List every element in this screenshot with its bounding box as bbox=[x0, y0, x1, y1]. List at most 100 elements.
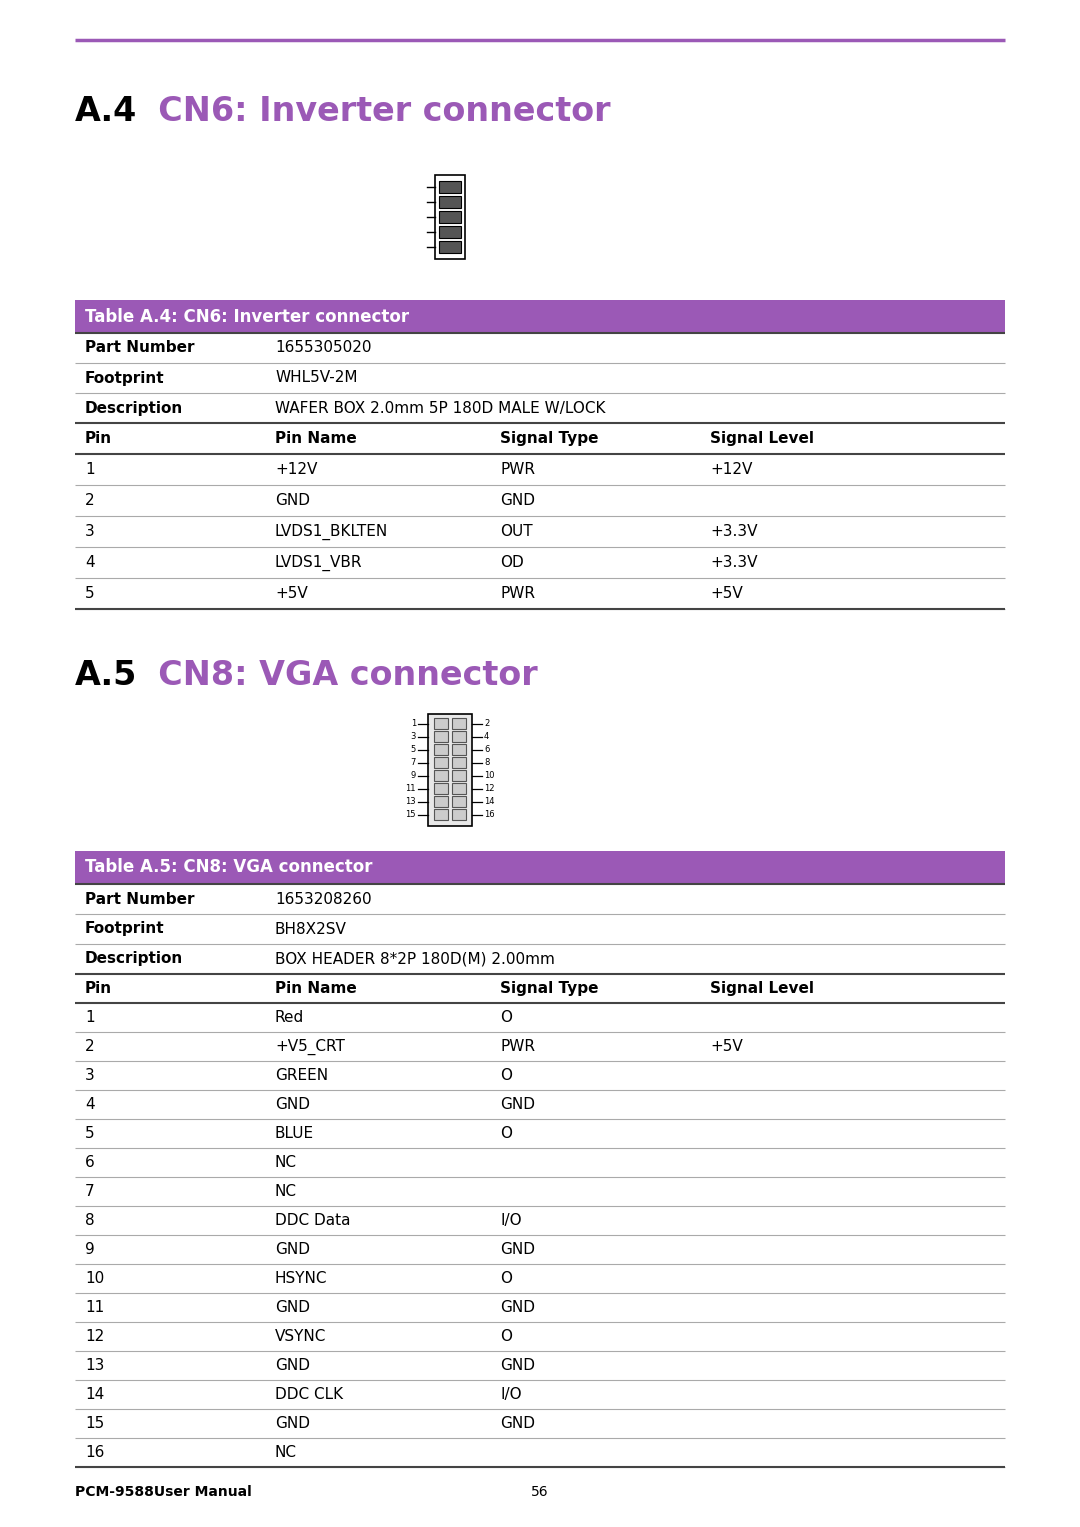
Text: 8: 8 bbox=[85, 1212, 95, 1228]
Text: 7: 7 bbox=[85, 1183, 95, 1199]
Text: BLUE: BLUE bbox=[275, 1125, 314, 1141]
Text: 56: 56 bbox=[531, 1484, 549, 1500]
Text: 11: 11 bbox=[405, 783, 416, 793]
Text: NC: NC bbox=[275, 1183, 297, 1199]
Text: Signal Type: Signal Type bbox=[500, 980, 598, 996]
Bar bbox=[434, 783, 448, 794]
Bar bbox=[453, 770, 465, 780]
Bar bbox=[428, 715, 472, 826]
Bar bbox=[434, 796, 448, 806]
Text: 10: 10 bbox=[85, 1270, 105, 1286]
Bar bbox=[453, 783, 465, 794]
Text: O: O bbox=[500, 1067, 512, 1083]
Text: 1653208260: 1653208260 bbox=[275, 892, 372, 907]
Text: GREEN: GREEN bbox=[275, 1067, 328, 1083]
Text: 9: 9 bbox=[85, 1241, 95, 1257]
Bar bbox=[75, 851, 1005, 884]
Text: Part Number: Part Number bbox=[85, 341, 194, 356]
Text: +12V: +12V bbox=[275, 463, 318, 476]
Text: CN6: Inverter connector: CN6: Inverter connector bbox=[135, 95, 610, 128]
Text: NC: NC bbox=[275, 1445, 297, 1460]
Text: 8: 8 bbox=[484, 757, 489, 767]
Text: 6: 6 bbox=[484, 745, 489, 754]
Text: A.5: A.5 bbox=[75, 660, 137, 692]
Text: LVDS1_BKLTEN: LVDS1_BKLTEN bbox=[275, 524, 388, 539]
Text: LVDS1_VBR: LVDS1_VBR bbox=[275, 554, 363, 571]
Text: Pin Name: Pin Name bbox=[275, 431, 356, 446]
Bar bbox=[453, 718, 465, 728]
Text: 12: 12 bbox=[85, 1328, 105, 1344]
Text: GND: GND bbox=[500, 1241, 535, 1257]
Text: 16: 16 bbox=[484, 809, 495, 818]
Text: BOX HEADER 8*2P 180D(M) 2.00mm: BOX HEADER 8*2P 180D(M) 2.00mm bbox=[275, 951, 555, 967]
Text: DDC CLK: DDC CLK bbox=[275, 1387, 343, 1402]
Bar bbox=[434, 718, 448, 728]
Text: 5: 5 bbox=[85, 1125, 95, 1141]
Text: +V5_CRT: +V5_CRT bbox=[275, 1038, 345, 1055]
Text: Signal Level: Signal Level bbox=[710, 431, 814, 446]
Bar bbox=[434, 744, 448, 754]
Text: 6: 6 bbox=[85, 1154, 95, 1170]
Bar bbox=[434, 770, 448, 780]
Text: 16: 16 bbox=[85, 1445, 105, 1460]
Text: 1: 1 bbox=[85, 463, 95, 476]
Text: NC: NC bbox=[275, 1154, 297, 1170]
Text: GND: GND bbox=[500, 1358, 535, 1373]
Bar bbox=[453, 731, 465, 742]
Bar bbox=[453, 757, 465, 768]
Text: Description: Description bbox=[85, 400, 184, 415]
Text: 5: 5 bbox=[410, 745, 416, 754]
Bar bbox=[453, 744, 465, 754]
Text: O: O bbox=[500, 1270, 512, 1286]
Bar bbox=[434, 731, 448, 742]
Text: +5V: +5V bbox=[710, 586, 743, 602]
Text: Description: Description bbox=[85, 951, 184, 967]
Bar bbox=[75, 299, 1005, 333]
Bar bbox=[438, 226, 461, 238]
Text: O: O bbox=[500, 1009, 512, 1025]
Text: PWR: PWR bbox=[500, 463, 535, 476]
Text: O: O bbox=[500, 1125, 512, 1141]
Text: I/O: I/O bbox=[500, 1212, 522, 1228]
Text: HSYNC: HSYNC bbox=[275, 1270, 327, 1286]
Text: PCM-9588User Manual: PCM-9588User Manual bbox=[75, 1484, 252, 1500]
Text: GND: GND bbox=[275, 1241, 310, 1257]
Text: 4: 4 bbox=[484, 731, 489, 741]
Bar bbox=[434, 757, 448, 768]
Text: OD: OD bbox=[500, 554, 524, 570]
Text: GND: GND bbox=[275, 1299, 310, 1315]
Text: Pin Name: Pin Name bbox=[275, 980, 356, 996]
Text: GND: GND bbox=[275, 493, 310, 508]
Text: 14: 14 bbox=[85, 1387, 105, 1402]
Text: CN8: VGA connector: CN8: VGA connector bbox=[135, 660, 538, 692]
Text: 14: 14 bbox=[484, 797, 495, 806]
Text: A.4: A.4 bbox=[75, 95, 137, 128]
Text: 15: 15 bbox=[405, 809, 416, 818]
Text: +3.3V: +3.3V bbox=[710, 524, 757, 539]
Bar bbox=[434, 809, 448, 820]
Bar bbox=[438, 211, 461, 223]
Text: 9: 9 bbox=[410, 771, 416, 780]
Text: 4: 4 bbox=[85, 554, 95, 570]
Text: BH8X2SV: BH8X2SV bbox=[275, 921, 347, 936]
Text: 5: 5 bbox=[85, 586, 95, 602]
Text: +5V: +5V bbox=[275, 586, 308, 602]
Text: 2: 2 bbox=[85, 493, 95, 508]
Text: PWR: PWR bbox=[500, 1038, 535, 1054]
Text: 10: 10 bbox=[484, 771, 495, 780]
Text: Table A.5: CN8: VGA connector: Table A.5: CN8: VGA connector bbox=[85, 858, 373, 876]
Text: 12: 12 bbox=[484, 783, 495, 793]
Text: WAFER BOX 2.0mm 5P 180D MALE W/LOCK: WAFER BOX 2.0mm 5P 180D MALE W/LOCK bbox=[275, 400, 606, 415]
Text: 4: 4 bbox=[85, 1096, 95, 1112]
Text: 13: 13 bbox=[405, 797, 416, 806]
Text: +5V: +5V bbox=[710, 1038, 743, 1054]
Text: Part Number: Part Number bbox=[85, 892, 194, 907]
Text: Table A.4: CN6: Inverter connector: Table A.4: CN6: Inverter connector bbox=[85, 307, 409, 325]
Text: I/O: I/O bbox=[500, 1387, 522, 1402]
Text: Pin: Pin bbox=[85, 980, 112, 996]
Text: Pin: Pin bbox=[85, 431, 112, 446]
Text: GND: GND bbox=[275, 1416, 310, 1431]
Text: Footprint: Footprint bbox=[85, 371, 164, 385]
Text: DDC Data: DDC Data bbox=[275, 1212, 351, 1228]
Text: Footprint: Footprint bbox=[85, 921, 164, 936]
